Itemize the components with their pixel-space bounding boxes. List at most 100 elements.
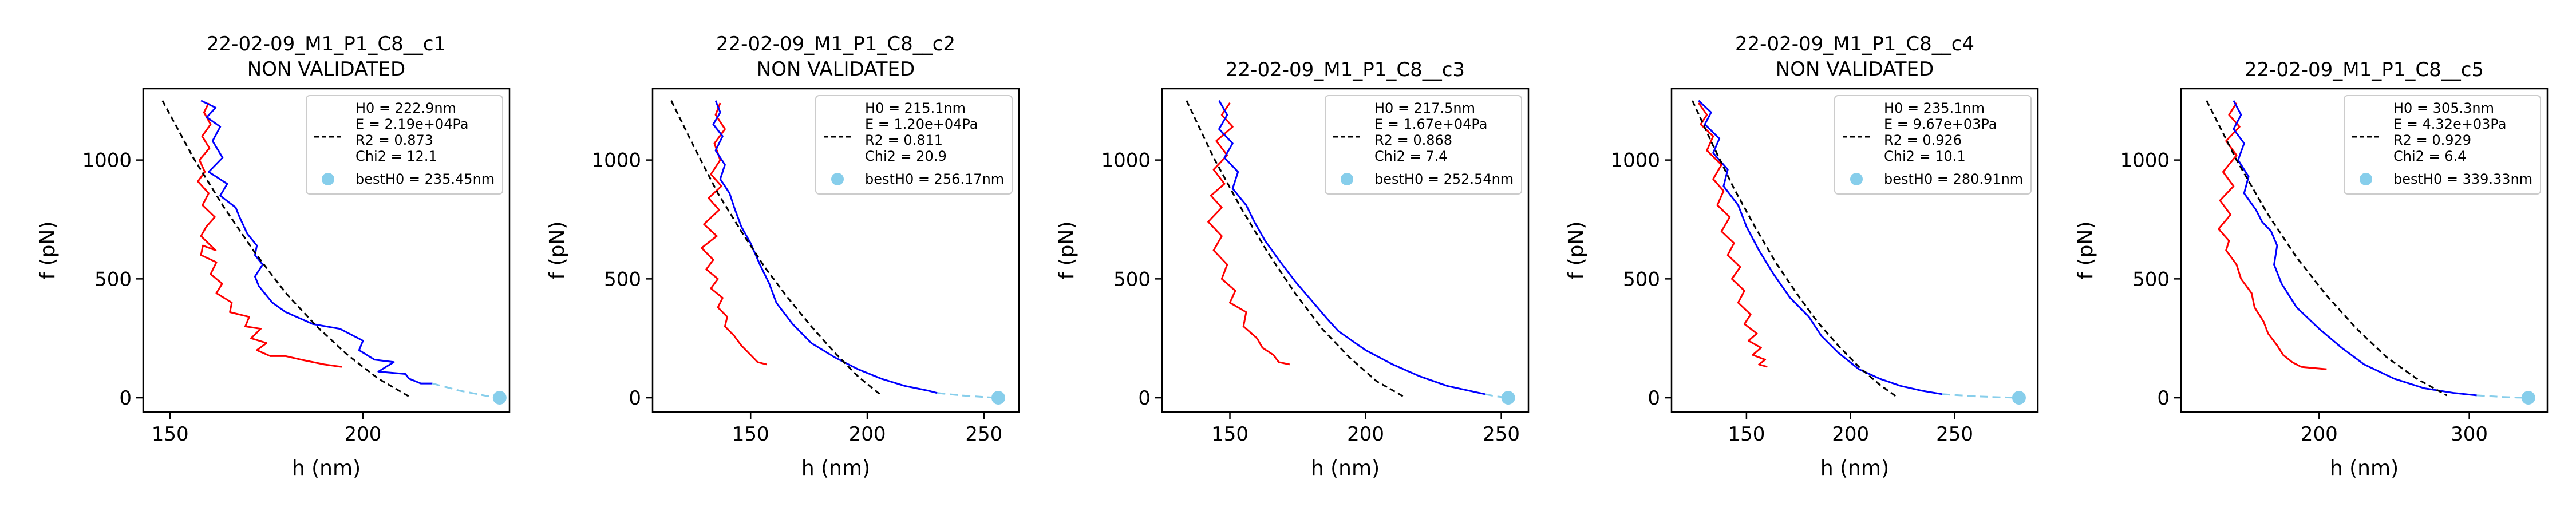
x-axis-label: h (nm) (801, 457, 870, 480)
y-tick-label: 0 (1647, 387, 1660, 410)
extrapolation-curve (937, 392, 999, 399)
x-tick-label: 250 (965, 423, 1002, 446)
subplot-3: 150 200 250 0 500 1000 h (nm) f (pN) 22-02-09_M1… (1055, 58, 1530, 480)
subplot-title: 22-02-09_M1_P1_C8__c3 (1226, 58, 1465, 81)
legend-marker-text: bestH0 = 235.45nm (355, 171, 495, 187)
y-tick-label: 0 (629, 387, 641, 410)
x-tick-label: 150 (152, 423, 189, 446)
approach-curve (701, 102, 768, 366)
x-axis-label: h (nm) (292, 457, 361, 480)
legend-fit-text: Chi2 = 6.4 (2393, 148, 2466, 164)
retract-curve (1698, 100, 1942, 395)
legend-fit-text: E = 1.20e+04Pa (865, 116, 978, 132)
axes-frame (1670, 88, 2039, 413)
fit-curve (670, 100, 882, 397)
subplot-5: 200 300 0 500 1000 h (nm) f (pN) 22-02-09_M1_P1… (2074, 58, 2549, 480)
y-axis-label: f (pN) (1564, 221, 1588, 280)
y-tick-label: 1000 (2120, 149, 2170, 172)
fit-curve (2206, 100, 2448, 397)
y-axis-label: f (pN) (2074, 221, 2097, 280)
subplot-4: 150 200 250 0 500 1000 h (nm) f (pN) 22-02-09_M1… (1564, 33, 2039, 480)
y-tick-label: 500 (1623, 268, 1660, 291)
besth0-marker (991, 391, 1006, 405)
y-tick-label: 1000 (82, 149, 132, 172)
legend-marker-text: bestH0 = 339.33nm (2393, 171, 2532, 187)
x-tick-label: 200 (345, 423, 382, 446)
y-tick-label: 1000 (1610, 149, 1660, 172)
y-tick-label: 500 (2132, 268, 2170, 291)
y-tick-label: 1000 (591, 149, 641, 172)
axes-frame (142, 88, 511, 413)
axes-frame (1161, 88, 1530, 413)
y-axis-label: f (pN) (36, 221, 60, 280)
y-tick-label: 0 (1138, 387, 1151, 410)
legend-fit-text: R2 = 0.868 (1374, 132, 1452, 148)
x-tick-label: 250 (1483, 423, 1520, 446)
fit-curve (161, 100, 410, 398)
x-tick-label: 150 (1211, 423, 1249, 446)
axes-frame (651, 88, 1020, 413)
y-tick-label: 500 (94, 268, 132, 291)
legend-fit-text: R2 = 0.926 (1884, 132, 1962, 148)
legend-fit-text: E = 1.67e+04Pa (1374, 116, 1487, 132)
subplot-title: 22-02-09_M1_P1_C8__c4 (1735, 33, 1974, 56)
legend-fit-text: R2 = 0.873 (355, 132, 433, 148)
legend-marker-swatch (322, 173, 334, 185)
validation-status: NON VALIDATED (1776, 58, 1934, 81)
legend-marker-text: bestH0 = 252.54nm (1374, 171, 1514, 187)
validation-status: NON VALIDATED (757, 58, 915, 81)
approach-curve (2218, 102, 2327, 370)
x-tick-label: 150 (732, 423, 769, 446)
approach-curve (197, 102, 342, 368)
legend-fit-text: H0 = 215.1nm (865, 100, 966, 116)
legend-fit-text: Chi2 = 10.1 (1884, 148, 1966, 164)
besth0-marker (2521, 391, 2535, 405)
legend-marker-swatch (1341, 173, 1353, 185)
legend-fit-text: E = 9.67e+03Pa (1884, 116, 1997, 132)
legend-fit-text: Chi2 = 20.9 (865, 148, 947, 164)
y-tick-label: 500 (1113, 268, 1151, 291)
legend-fit-text: H0 = 235.1nm (1884, 100, 1985, 116)
legend-marker-text: bestH0 = 280.91nm (1884, 171, 2023, 187)
fit-curve (1186, 100, 1404, 398)
legend-marker-text: bestH0 = 256.17nm (865, 171, 1004, 187)
series-group (2206, 100, 2528, 399)
approach-curve (1207, 102, 1290, 366)
x-tick-label: 200 (1347, 423, 1384, 446)
legend-box (1834, 95, 2032, 195)
retract-curve (200, 100, 433, 385)
series-group (161, 100, 500, 399)
subplot-title: 22-02-09_M1_P1_C8__c2 (716, 33, 955, 56)
legend-fit-text: Chi2 = 12.1 (355, 148, 437, 164)
legend-fit-text: Chi2 = 7.4 (1374, 148, 1447, 164)
legend-box (815, 95, 1013, 195)
legend-box (306, 95, 503, 195)
y-tick-label: 0 (2157, 387, 2170, 410)
x-tick-label: 200 (2301, 423, 2338, 446)
y-tick-label: 0 (119, 387, 132, 410)
subplot-1: 150 200 0 500 1000 h (nm) f (pN) 22-02-09_M1_P1… (36, 33, 511, 480)
besth0-marker (492, 391, 507, 405)
y-axis-label: f (pN) (546, 221, 569, 280)
legend-fit-text: R2 = 0.811 (865, 132, 943, 148)
legend-marker-swatch (1850, 173, 1863, 185)
extrapolation-curve (1942, 393, 2019, 399)
subplot-2: 150 200 250 0 500 1000 h (nm) f (pN) 22-02-09_M1… (546, 33, 1020, 480)
legend-fit-text: H0 = 217.5nm (1374, 100, 1475, 116)
legend-marker-swatch (2360, 173, 2372, 185)
legend-box (2344, 95, 2541, 195)
series-group (1692, 100, 2019, 399)
legend-fit-text: H0 = 305.3nm (2393, 100, 2494, 116)
besth0-marker (1501, 391, 1515, 405)
subplot-title: 22-02-09_M1_P1_C8__c5 (2245, 58, 2484, 81)
legend-fit-text: R2 = 0.929 (2393, 132, 2471, 148)
x-tick-label: 150 (1728, 423, 1765, 446)
x-axis-label: h (nm) (1820, 457, 1889, 480)
extrapolation-curve (432, 382, 500, 399)
